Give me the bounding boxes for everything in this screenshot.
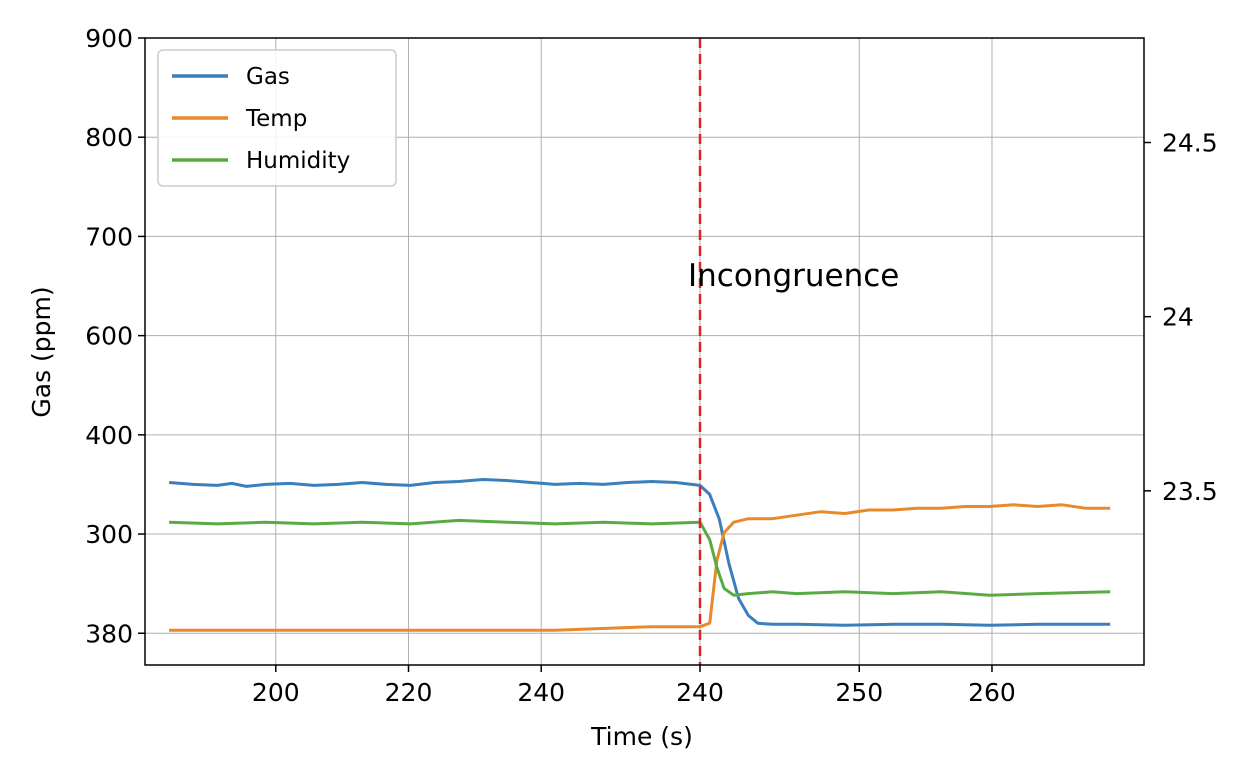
legend-box: [157, 49, 397, 187]
series-line-temp: [169, 503, 1111, 632]
x-axis-label: Time (s): [590, 722, 693, 751]
x-tick-label: 220: [385, 678, 433, 707]
legend-label-temp: Temp: [245, 106, 307, 132]
right-y-tick-label: 24.5: [1162, 129, 1218, 158]
right-y-tick-label: 24: [1162, 303, 1194, 332]
right-y-axis: 23.5 24 24.5: [1144, 129, 1218, 506]
left-y-tick-label: 800: [85, 123, 133, 152]
left-y-tick-label: 700: [85, 222, 133, 251]
legend-label-gas: Gas: [246, 64, 290, 90]
series-layer: [168, 478, 1111, 632]
legend: Gas Temp Humidity: [157, 49, 397, 187]
left-y-tick-label: 300: [85, 520, 133, 549]
x-tick-label: 200: [252, 678, 300, 707]
legend-label-humidity: Humidity: [246, 148, 350, 174]
x-tick-label: 250: [835, 678, 883, 707]
right-y-tick-label: 23.5: [1162, 477, 1218, 506]
x-tick-label: 240: [676, 678, 724, 707]
annotation-text: Incongruence: [688, 258, 899, 294]
series-line-humidity: [169, 518, 1111, 597]
left-y-axis: 380 300 400 600 700 800 900: [85, 24, 145, 648]
y-axis-label: Gas (ppm): [27, 286, 56, 417]
series-line-gas: [168, 478, 1111, 627]
plot-frame: [144, 37, 1145, 666]
left-y-tick-label: 900: [85, 24, 133, 53]
x-axis: 200 220 240 240 250 260: [252, 665, 1016, 707]
x-tick-label: 260: [968, 678, 1016, 707]
x-tick-label: 240: [517, 678, 565, 707]
left-y-tick-label: 600: [85, 322, 133, 351]
left-y-tick-label: 380: [85, 619, 133, 648]
left-y-tick-label: 400: [85, 421, 133, 450]
